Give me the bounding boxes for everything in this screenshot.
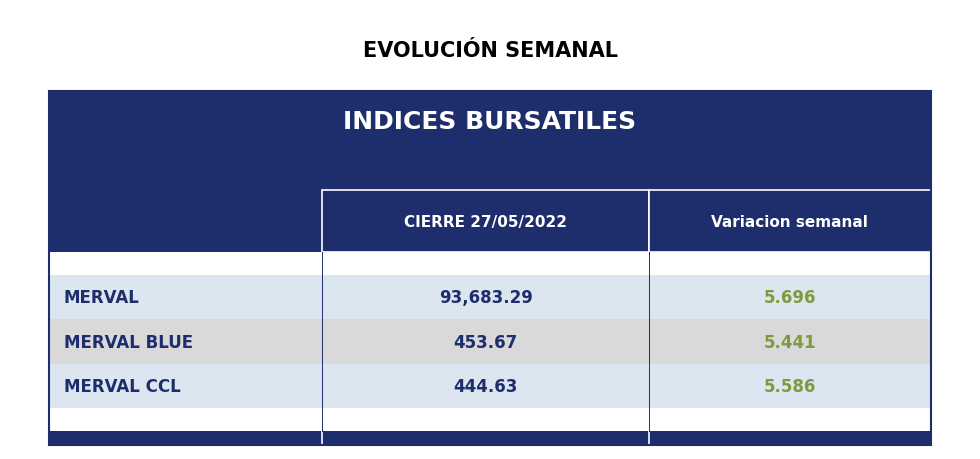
Bar [49, 191, 931, 252]
Text: INDICES BURSATILES: INDICES BURSATILES [343, 110, 637, 134]
Text: EVOLUCIÓN SEMANAL: EVOLUCIÓN SEMANAL [363, 41, 617, 61]
Bar [49, 275, 931, 320]
Text: CIERRE 27/05/2022: CIERRE 27/05/2022 [404, 214, 567, 229]
Text: 93,683.29: 93,683.29 [439, 289, 532, 307]
Bar [49, 431, 931, 445]
Bar [49, 252, 931, 275]
Text: MERVAL BLUE: MERVAL BLUE [64, 333, 193, 351]
Bar [49, 320, 931, 364]
Bar [322, 191, 649, 252]
Text: 5.696: 5.696 [763, 289, 816, 307]
Text: 444.63: 444.63 [454, 377, 517, 395]
Bar [649, 191, 931, 252]
Text: 5.441: 5.441 [763, 333, 816, 351]
Text: Variacion semanal: Variacion semanal [711, 214, 868, 229]
Bar [49, 364, 931, 408]
Bar [49, 92, 931, 445]
Text: MERVAL CCL: MERVAL CCL [64, 377, 180, 395]
Bar [49, 408, 931, 431]
Bar [49, 92, 931, 191]
Text: 453.67: 453.67 [454, 333, 517, 351]
Text: MERVAL: MERVAL [64, 289, 139, 307]
Text: 5.586: 5.586 [763, 377, 816, 395]
